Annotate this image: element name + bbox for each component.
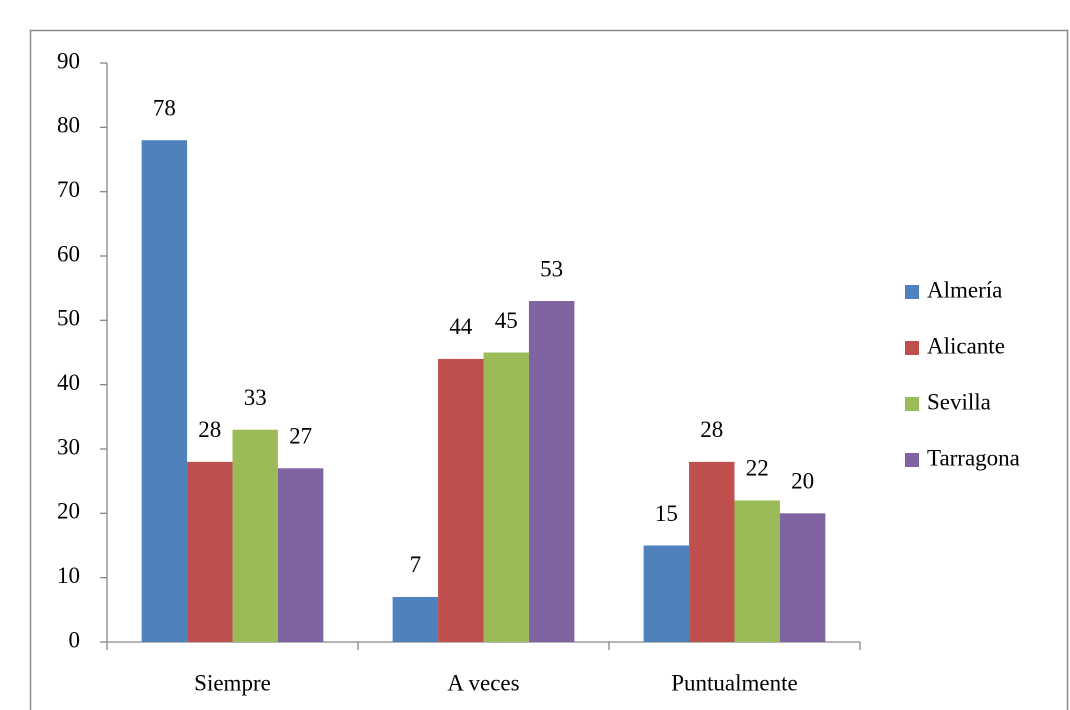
y-tick-label: 60 — [57, 241, 80, 266]
y-tick-label: 30 — [57, 434, 80, 459]
bar — [689, 461, 735, 642]
data-label: 53 — [540, 256, 563, 281]
legend-swatch — [905, 397, 919, 411]
y-tick-label: 50 — [57, 306, 80, 331]
data-label: 28 — [198, 417, 221, 442]
legend-label: Alicante — [927, 333, 1005, 358]
y-tick-label: 20 — [57, 499, 80, 524]
bar — [232, 429, 278, 642]
bar — [528, 301, 575, 642]
legend-label: Sevilla — [927, 389, 991, 414]
bar — [392, 596, 439, 642]
legend-label: Tarragona — [927, 445, 1020, 470]
legend-swatch — [905, 453, 919, 467]
bar — [643, 545, 690, 642]
bar — [277, 468, 324, 642]
legend-swatch — [905, 341, 919, 355]
y-tick-label: 40 — [57, 370, 80, 395]
y-tick-label: 90 — [57, 48, 80, 73]
x-tick-label: Puntualmente — [671, 670, 797, 695]
bar — [187, 461, 233, 642]
data-label: 28 — [700, 417, 723, 442]
y-tick-label: 10 — [57, 563, 80, 588]
data-label: 33 — [244, 385, 267, 410]
bar — [734, 500, 780, 642]
data-label: 78 — [153, 95, 176, 120]
data-label: 22 — [746, 456, 769, 481]
y-tick-label: 70 — [57, 177, 80, 202]
x-tick-label: Siempre — [194, 670, 271, 695]
bar — [779, 513, 826, 642]
data-label: 27 — [289, 424, 312, 449]
legend-swatch — [905, 285, 919, 299]
data-label: 45 — [495, 308, 518, 333]
data-label: 15 — [655, 501, 678, 526]
data-label: 44 — [449, 314, 473, 339]
data-label: 7 — [410, 552, 422, 577]
legend-label: Almería — [927, 277, 1002, 302]
bar — [483, 352, 529, 642]
bar — [438, 358, 484, 642]
y-tick-label: 80 — [57, 113, 80, 138]
data-label: 20 — [791, 469, 814, 494]
x-tick-label: A veces — [447, 670, 519, 695]
y-tick-label: 0 — [69, 627, 81, 652]
bar — [141, 140, 188, 642]
